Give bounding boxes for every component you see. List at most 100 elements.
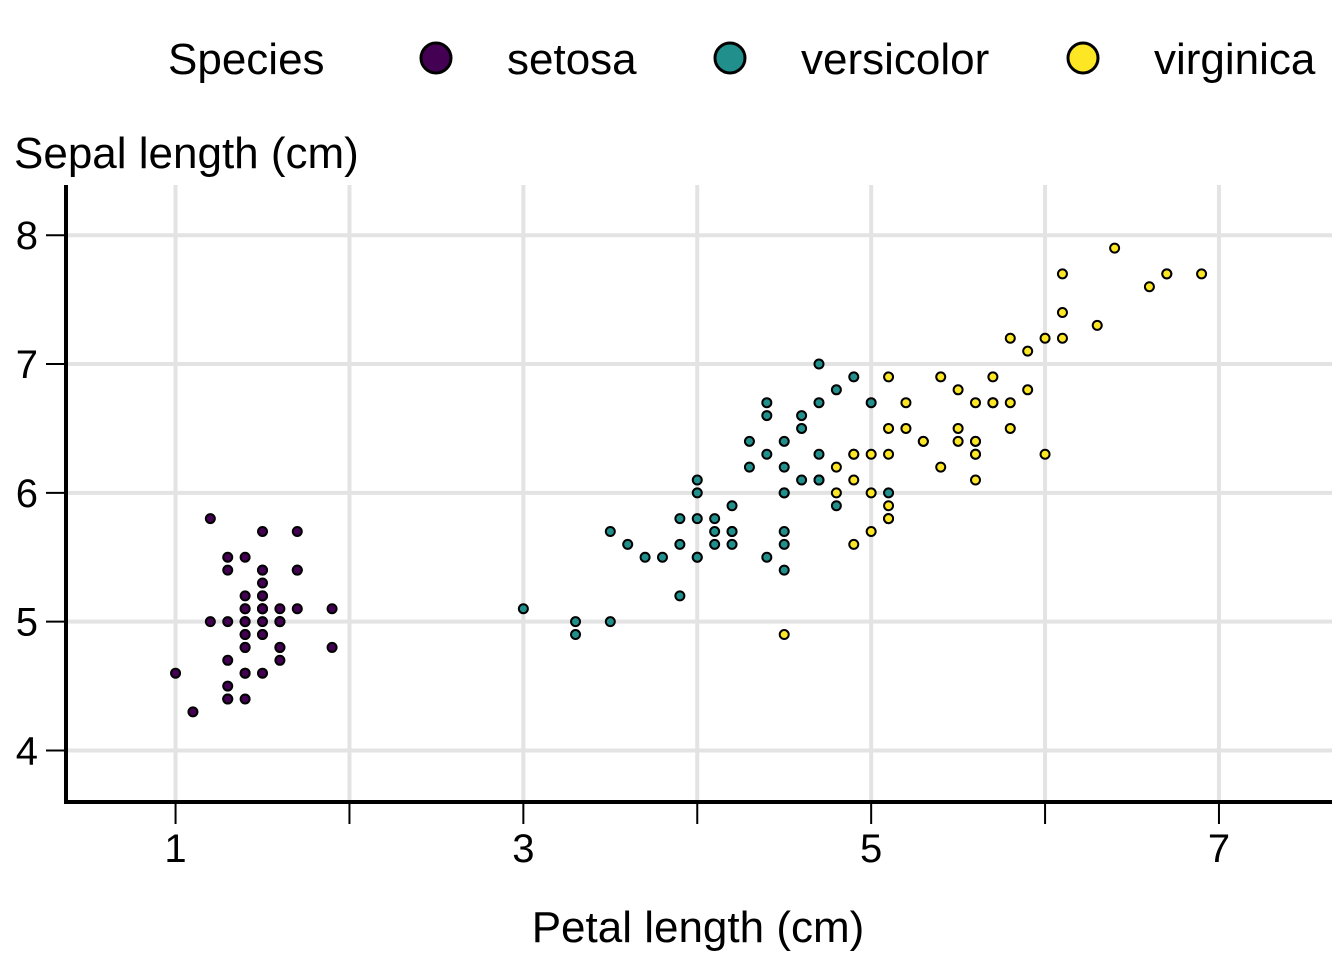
point-virginica bbox=[1196, 268, 1208, 280]
point-setosa bbox=[222, 551, 234, 563]
legend-key-versicolor bbox=[713, 41, 747, 75]
point-versicolor bbox=[778, 435, 790, 447]
point-virginica bbox=[900, 397, 912, 409]
x-tick-label: 3 bbox=[512, 827, 534, 871]
point-setosa bbox=[291, 603, 303, 615]
point-virginica bbox=[778, 629, 790, 641]
point-setosa bbox=[257, 590, 269, 602]
y-tick-label: 5 bbox=[16, 601, 38, 645]
point-setosa bbox=[222, 616, 234, 628]
point-versicolor bbox=[709, 525, 721, 537]
point-virginica bbox=[848, 448, 860, 460]
point-setosa bbox=[274, 641, 286, 653]
point-versicolor bbox=[778, 538, 790, 550]
point-virginica bbox=[883, 500, 895, 512]
legend-label-virginica: virginica bbox=[1154, 35, 1316, 84]
point-versicolor bbox=[656, 551, 668, 563]
point-setosa bbox=[170, 667, 182, 679]
point-versicolor bbox=[604, 525, 616, 537]
point-versicolor bbox=[778, 525, 790, 537]
point-setosa bbox=[291, 564, 303, 576]
point-setosa bbox=[257, 564, 269, 576]
point-setosa bbox=[274, 654, 286, 666]
point-setosa bbox=[291, 525, 303, 537]
x-tick-label: 5 bbox=[860, 827, 882, 871]
point-virginica bbox=[935, 371, 947, 383]
point-setosa bbox=[257, 667, 269, 679]
point-virginica bbox=[865, 487, 877, 499]
point-versicolor bbox=[570, 629, 582, 641]
axes bbox=[46, 185, 1332, 824]
legend-label-setosa: setosa bbox=[507, 35, 637, 84]
legend-title: Species bbox=[168, 35, 325, 84]
point-versicolor bbox=[726, 525, 738, 537]
point-setosa bbox=[222, 680, 234, 692]
point-virginica bbox=[830, 487, 842, 499]
point-versicolor bbox=[709, 538, 721, 550]
point-versicolor bbox=[778, 487, 790, 499]
point-setosa bbox=[257, 525, 269, 537]
point-setosa bbox=[257, 616, 269, 628]
point-virginica bbox=[883, 422, 895, 434]
point-virginica bbox=[952, 384, 964, 396]
point-versicolor bbox=[570, 616, 582, 628]
point-versicolor bbox=[674, 538, 686, 550]
point-virginica bbox=[883, 448, 895, 460]
point-virginica bbox=[1022, 384, 1034, 396]
point-virginica bbox=[1039, 448, 1051, 460]
point-virginica bbox=[1056, 268, 1068, 280]
point-virginica bbox=[970, 435, 982, 447]
point-virginica bbox=[1056, 332, 1068, 344]
point-setosa bbox=[204, 616, 216, 628]
point-virginica bbox=[1091, 319, 1103, 331]
point-virginica bbox=[1039, 332, 1051, 344]
point-versicolor bbox=[761, 397, 773, 409]
point-setosa bbox=[222, 654, 234, 666]
point-setosa bbox=[239, 667, 251, 679]
point-versicolor bbox=[743, 461, 755, 473]
point-virginica bbox=[970, 448, 982, 460]
point-setosa bbox=[239, 693, 251, 705]
y-tick-label: 6 bbox=[16, 472, 38, 516]
point-versicolor bbox=[778, 564, 790, 576]
point-versicolor bbox=[691, 551, 703, 563]
point-virginica bbox=[1022, 345, 1034, 357]
legend: Species setosa versicolor virginica bbox=[168, 35, 1316, 84]
point-versicolor bbox=[726, 538, 738, 550]
point-versicolor bbox=[865, 397, 877, 409]
point-setosa bbox=[326, 641, 338, 653]
x-tick-label: 1 bbox=[164, 827, 186, 871]
point-versicolor bbox=[796, 474, 808, 486]
point-virginica bbox=[1004, 422, 1016, 434]
point-virginica bbox=[865, 448, 877, 460]
point-virginica bbox=[865, 525, 877, 537]
point-setosa bbox=[257, 577, 269, 589]
y-axis-title: Sepal length (cm) bbox=[14, 129, 359, 178]
point-versicolor bbox=[691, 513, 703, 525]
point-setosa bbox=[257, 603, 269, 615]
point-versicolor bbox=[639, 551, 651, 563]
point-versicolor bbox=[796, 422, 808, 434]
point-virginica bbox=[970, 397, 982, 409]
point-virginica bbox=[1004, 397, 1016, 409]
point-versicolor bbox=[830, 500, 842, 512]
legend-key-setosa bbox=[419, 41, 453, 75]
point-setosa bbox=[222, 693, 234, 705]
point-virginica bbox=[970, 474, 982, 486]
legend-key-virginica bbox=[1066, 41, 1100, 75]
point-virginica bbox=[848, 474, 860, 486]
point-versicolor bbox=[830, 384, 842, 396]
point-virginica bbox=[935, 461, 947, 473]
point-virginica bbox=[900, 422, 912, 434]
point-versicolor bbox=[604, 616, 616, 628]
point-setosa bbox=[239, 603, 251, 615]
point-versicolor bbox=[848, 371, 860, 383]
point-versicolor bbox=[674, 590, 686, 602]
point-versicolor bbox=[883, 487, 895, 499]
point-versicolor bbox=[726, 500, 738, 512]
point-versicolor bbox=[813, 474, 825, 486]
point-setosa bbox=[239, 629, 251, 641]
point-virginica bbox=[883, 513, 895, 525]
legend-label-versicolor: versicolor bbox=[801, 35, 989, 84]
